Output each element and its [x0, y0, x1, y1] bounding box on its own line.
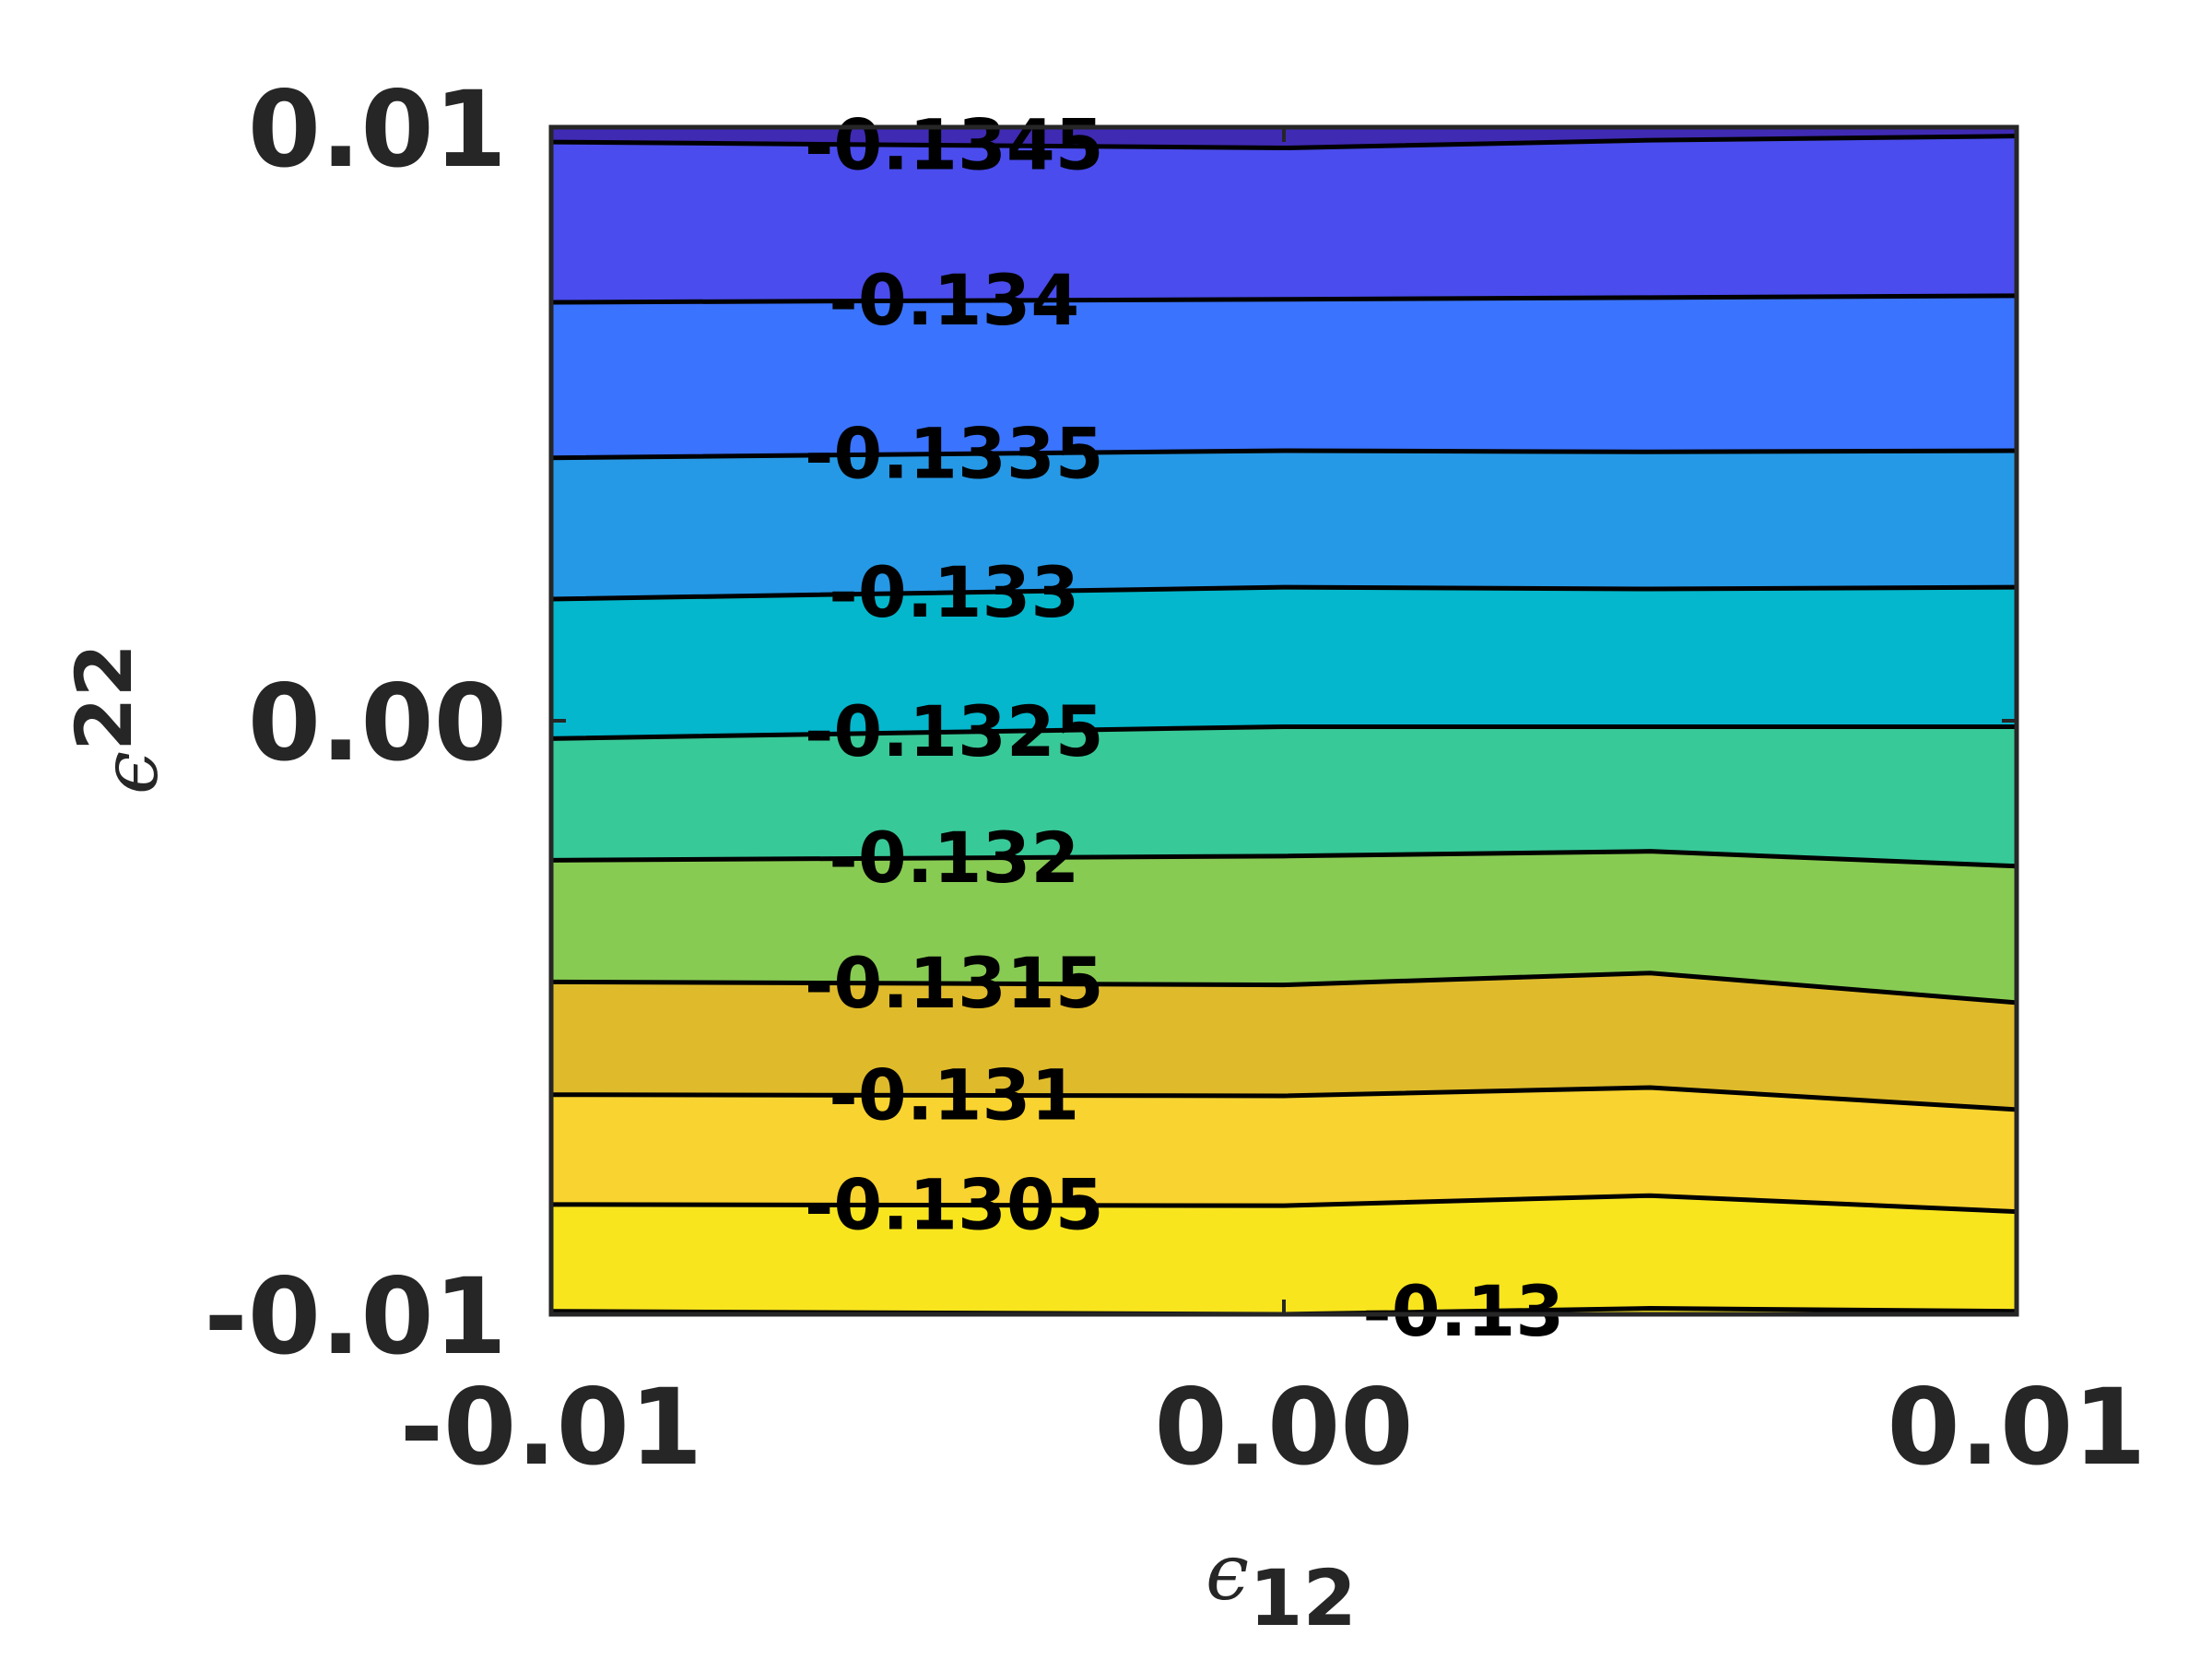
x-tick-label: -0.01 — [400, 1366, 703, 1488]
contour-line — [551, 971, 2017, 1006]
contour-line — [551, 584, 2017, 602]
contour-band — [551, 851, 2017, 1004]
contour-label: -0.13 — [1362, 1270, 1564, 1352]
contour-band — [551, 1087, 2017, 1213]
x-axis-label: ϵ12 — [1206, 1527, 1357, 1643]
contour-line — [551, 1193, 2017, 1215]
contour-label: -0.1345 — [805, 104, 1104, 186]
contour-label: -0.133 — [829, 551, 1079, 633]
y-tick-label: 0.01 — [248, 68, 507, 191]
contour-line — [551, 134, 2017, 151]
contour-bands — [551, 127, 2017, 1314]
contour-line — [551, 724, 2017, 741]
tick-marks — [549, 125, 2018, 1316]
contour-band — [551, 1308, 2017, 1314]
contour-line — [551, 849, 2017, 869]
contour-labels: -0.1345 -0.134 -0.1335 -0.133 -0.1325 -0.132 -… — [805, 104, 1564, 1352]
x-tick-label: 0.00 — [1154, 1366, 1413, 1488]
x-tick-labels: -0.01 0.00 0.01 — [400, 1366, 2147, 1488]
contour-band — [551, 586, 2017, 739]
contour-label: -0.1325 — [805, 690, 1104, 772]
contour-band — [551, 295, 2017, 459]
contour-line — [551, 293, 2017, 305]
contour-label: -0.1315 — [805, 942, 1104, 1024]
contour-label: -0.132 — [829, 817, 1079, 899]
contour-band — [551, 725, 2017, 867]
contour-label: -0.134 — [829, 259, 1079, 341]
contour-line — [551, 1085, 2017, 1112]
contour-band — [551, 1194, 2017, 1314]
contour-label: -0.1305 — [805, 1164, 1104, 1246]
y-tick-label: 0.00 — [248, 662, 507, 784]
x-tick-label: 0.01 — [1887, 1366, 2146, 1488]
y-tick-label: -0.01 — [204, 1255, 507, 1378]
contour-label: -0.131 — [829, 1053, 1079, 1135]
contour-band — [551, 450, 2017, 600]
contour-label: -0.1335 — [805, 412, 1104, 494]
contour-line — [551, 448, 2017, 461]
y-tick-labels: -0.01 0.00 0.01 — [204, 68, 507, 1378]
contour-band — [551, 972, 2017, 1111]
y-axis-label: ϵ22 — [59, 643, 175, 794]
contour-lines — [551, 134, 2017, 1314]
contour-band — [551, 135, 2017, 303]
